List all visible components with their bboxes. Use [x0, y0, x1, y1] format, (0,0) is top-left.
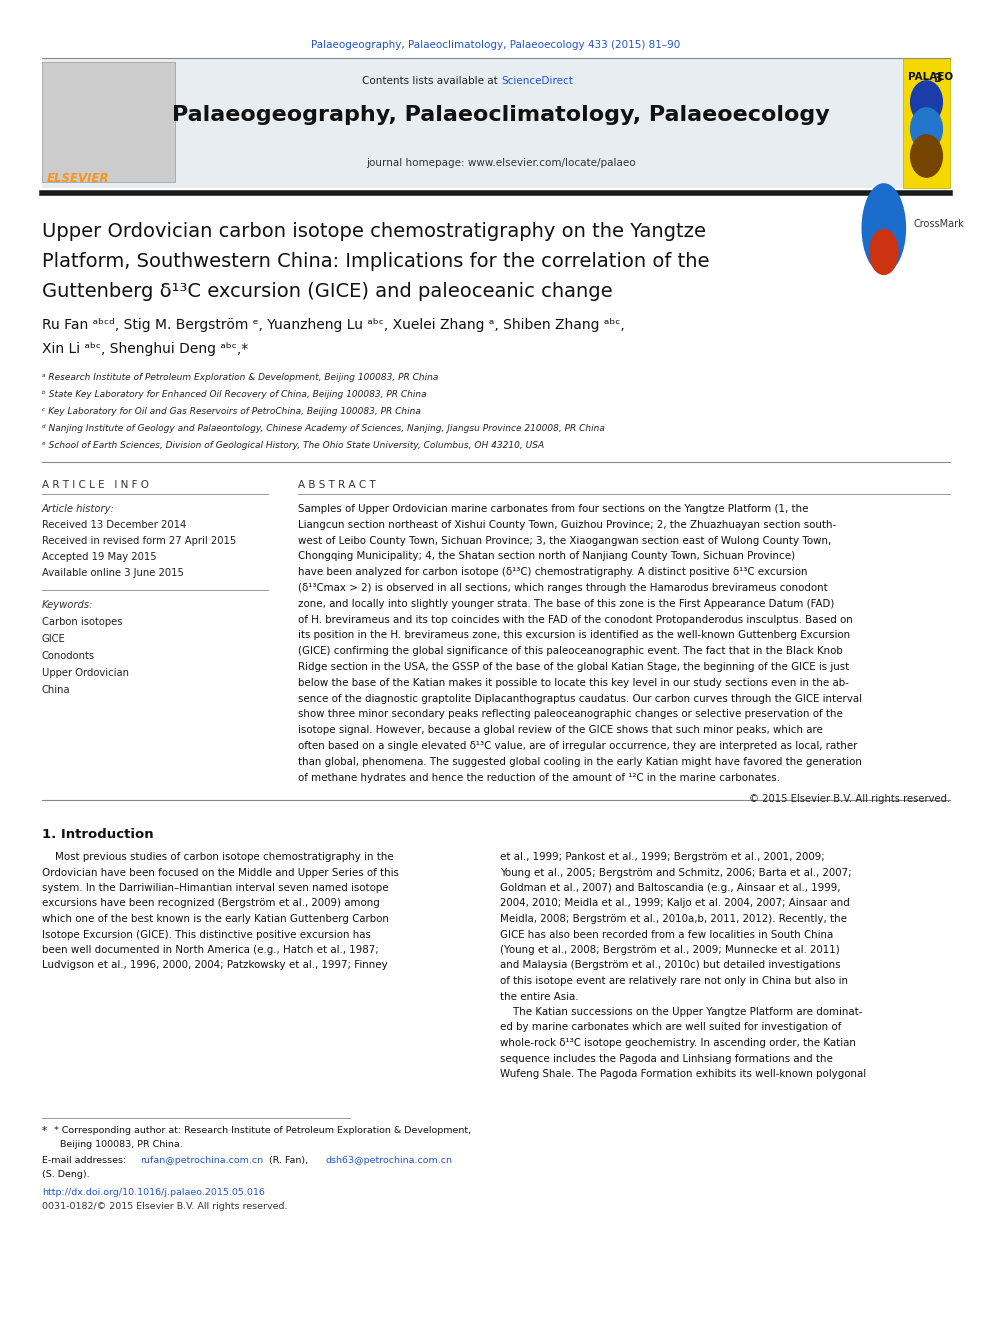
- Text: and Malaysia (Bergström et al., 2010c) but detailed investigations: and Malaysia (Bergström et al., 2010c) b…: [500, 960, 840, 971]
- Text: Guttenberg δ¹³C excursion (GICE) and paleoceanic change: Guttenberg δ¹³C excursion (GICE) and pal…: [42, 282, 613, 302]
- Text: sence of the diagnostic graptolite Diplacanthograptus caudatus. Our carbon curve: sence of the diagnostic graptolite Dipla…: [298, 693, 862, 704]
- Text: west of Leibo County Town, Sichuan Province; 3, the Xiaogangwan section east of : west of Leibo County Town, Sichuan Provi…: [298, 536, 831, 545]
- Text: Ludvigson et al., 1996, 2000, 2004; Patzkowsky et al., 1997; Finney: Ludvigson et al., 1996, 2000, 2004; Patz…: [42, 960, 388, 971]
- Text: Ridge section in the USA, the GSSP of the base of the global Katian Stage, the b: Ridge section in the USA, the GSSP of th…: [298, 662, 849, 672]
- Text: E-mail addresses:: E-mail addresses:: [42, 1156, 129, 1166]
- Text: *: *: [42, 1126, 48, 1136]
- Text: isotope signal. However, because a global review of the GICE shows that such min: isotope signal. However, because a globa…: [298, 725, 823, 736]
- Text: * Corresponding author at: Research Institute of Petroleum Exploration & Develop: * Corresponding author at: Research Inst…: [54, 1126, 471, 1135]
- Circle shape: [911, 108, 942, 151]
- Text: Received 13 December 2014: Received 13 December 2014: [42, 520, 186, 531]
- Text: Beijing 100083, PR China.: Beijing 100083, PR China.: [54, 1140, 183, 1148]
- Circle shape: [911, 81, 942, 123]
- Text: ᵈ Nanjing Institute of Geology and Palaeontology, Chinese Academy of Sciences, N: ᵈ Nanjing Institute of Geology and Palae…: [42, 423, 605, 433]
- Text: journal homepage: www.elsevier.com/locate/palaeo: journal homepage: www.elsevier.com/locat…: [366, 157, 636, 168]
- Text: excursions have been recognized (Bergström et al., 2009) among: excursions have been recognized (Bergstr…: [42, 898, 380, 909]
- Text: than global, phenomena. The suggested global cooling in the early Katian might h: than global, phenomena. The suggested gl…: [298, 757, 862, 767]
- Text: Upper Ordovician carbon isotope chemostratigraphy on the Yangtze: Upper Ordovician carbon isotope chemostr…: [42, 222, 706, 241]
- Text: China: China: [42, 685, 70, 695]
- Text: ᵉ School of Earth Sciences, Division of Geological History, The Ohio State Unive: ᵉ School of Earth Sciences, Division of …: [42, 441, 545, 450]
- Text: often based on a single elevated δ¹³C value, are of irregular occurrence, they a: often based on a single elevated δ¹³C va…: [298, 741, 857, 751]
- Text: been well documented in North America (e.g., Hatch et al., 1987;: been well documented in North America (e…: [42, 945, 379, 955]
- Text: GICE: GICE: [42, 634, 65, 644]
- Text: 2004, 2010; Meidla et al., 1999; Kaljo et al. 2004, 2007; Ainsaar and: 2004, 2010; Meidla et al., 1999; Kaljo e…: [500, 898, 850, 909]
- Text: Contents lists available at: Contents lists available at: [362, 75, 501, 86]
- Text: ScienceDirect: ScienceDirect: [501, 75, 572, 86]
- Text: Xin Li ᵃᵇᶜ, Shenghui Deng ᵃᵇᶜ,*: Xin Li ᵃᵇᶜ, Shenghui Deng ᵃᵇᶜ,*: [42, 343, 248, 356]
- Text: A R T I C L E   I N F O: A R T I C L E I N F O: [42, 480, 149, 490]
- Text: Received in revised form 27 April 2015: Received in revised form 27 April 2015: [42, 536, 236, 546]
- Text: Palaeogeography, Palaeoclimatology, Palaeoecology: Palaeogeography, Palaeoclimatology, Pala…: [172, 105, 830, 124]
- Text: Meidla, 2008; Bergström et al., 2010a,b, 2011, 2012). Recently, the: Meidla, 2008; Bergström et al., 2010a,b,…: [500, 914, 847, 923]
- Text: of methane hydrates and hence the reduction of the amount of ¹²C in the marine c: of methane hydrates and hence the reduct…: [298, 773, 780, 783]
- Text: (GICE) confirming the global significance of this paleoceanographic event. The f: (GICE) confirming the global significanc…: [298, 646, 843, 656]
- Text: of H. brevirameus and its top coincides with the FAD of the conodont Protopander: of H. brevirameus and its top coincides …: [298, 615, 853, 624]
- Text: © 2015 Elsevier B.V. All rights reserved.: © 2015 Elsevier B.V. All rights reserved…: [749, 794, 950, 804]
- Text: which one of the best known is the early Katian Guttenberg Carbon: which one of the best known is the early…: [42, 914, 389, 923]
- Text: have been analyzed for carbon isotope (δ¹³C) chemostratigraphy. A distinct posit: have been analyzed for carbon isotope (δ…: [298, 568, 807, 577]
- Text: Ru Fan ᵃᵇᶜᵈ, Stig M. Bergström ᵉ, Yuanzheng Lu ᵃᵇᶜ, Xuelei Zhang ᵃ, Shiben Zhang: Ru Fan ᵃᵇᶜᵈ, Stig M. Bergström ᵉ, Yuanzh…: [42, 318, 625, 332]
- Bar: [903, 58, 950, 188]
- Text: system. In the Darriwilian–Himantian interval seven named isotope: system. In the Darriwilian–Himantian int…: [42, 882, 389, 893]
- Text: ᵃ Research Institute of Petroleum Exploration & Development, Beijing 100083, PR : ᵃ Research Institute of Petroleum Explor…: [42, 373, 438, 382]
- Text: The Katian successions on the Upper Yangtze Platform are dominat-: The Katian successions on the Upper Yang…: [500, 1007, 862, 1017]
- Text: Palaeogeography, Palaeoclimatology, Palaeoecology 433 (2015) 81–90: Palaeogeography, Palaeoclimatology, Pala…: [311, 40, 681, 50]
- Text: (δ¹³Cmax > 2) is observed in all sections, which ranges through the Hamarodus br: (δ¹³Cmax > 2) is observed in all section…: [298, 583, 827, 593]
- Bar: [42, 62, 175, 183]
- Text: Chongqing Municipality; 4, the Shatan section north of Nanjiang County Town, Sic: Chongqing Municipality; 4, the Shatan se…: [298, 552, 796, 561]
- Text: Wufeng Shale. The Pagoda Formation exhibits its well-known polygonal: Wufeng Shale. The Pagoda Formation exhib…: [500, 1069, 866, 1080]
- Text: Ordovician have been focused on the Middle and Upper Series of this: Ordovician have been focused on the Midd…: [42, 868, 399, 877]
- Text: below the base of the Katian makes it possible to locate this key level in our s: below the base of the Katian makes it po…: [298, 677, 849, 688]
- Text: (S. Deng).: (S. Deng).: [42, 1170, 89, 1179]
- Text: 1. Introduction: 1. Introduction: [42, 828, 154, 841]
- Text: Accepted 19 May 2015: Accepted 19 May 2015: [42, 552, 157, 562]
- Text: Article history:: Article history:: [42, 504, 115, 515]
- Text: Samples of Upper Ordovician marine carbonates from four sections on the Yangtze : Samples of Upper Ordovician marine carbo…: [298, 504, 808, 515]
- Circle shape: [911, 135, 942, 177]
- Text: the entire Asia.: the entire Asia.: [500, 991, 578, 1002]
- Text: Goldman et al., 2007) and Baltoscandia (e.g., Ainsaar et al., 1999,: Goldman et al., 2007) and Baltoscandia (…: [500, 882, 840, 893]
- Text: http://dx.doi.org/10.1016/j.palaeo.2015.05.016: http://dx.doi.org/10.1016/j.palaeo.2015.…: [42, 1188, 265, 1197]
- Text: rufan@petrochina.com.cn: rufan@petrochina.com.cn: [140, 1156, 263, 1166]
- Text: ed by marine carbonates which are well suited for investigation of: ed by marine carbonates which are well s…: [500, 1023, 841, 1032]
- Text: Liangcun section northeast of Xishui County Town, Guizhou Province; 2, the Zhuaz: Liangcun section northeast of Xishui Cou…: [298, 520, 836, 529]
- Text: Isotope Excursion (GICE). This distinctive positive excursion has: Isotope Excursion (GICE). This distincti…: [42, 930, 371, 939]
- Text: (Young et al., 2008; Bergström et al., 2009; Munnecke et al. 2011): (Young et al., 2008; Bergström et al., 2…: [500, 945, 840, 955]
- Text: dsh63@petrochina.com.cn: dsh63@petrochina.com.cn: [325, 1156, 452, 1166]
- Text: of this isotope event are relatively rare not only in China but also in: of this isotope event are relatively rar…: [500, 976, 848, 986]
- Text: Carbon isotopes: Carbon isotopes: [42, 617, 122, 627]
- Text: A B S T R A C T: A B S T R A C T: [298, 480, 376, 490]
- Text: whole-rock δ¹³C isotope geochemistry. In ascending order, the Katian: whole-rock δ¹³C isotope geochemistry. In…: [500, 1039, 856, 1048]
- Text: (R. Fan),: (R. Fan),: [266, 1156, 310, 1166]
- Ellipse shape: [869, 229, 899, 275]
- Text: ELSEVIER: ELSEVIER: [47, 172, 109, 185]
- Text: Platform, Southwestern China: Implications for the correlation of the: Platform, Southwestern China: Implicatio…: [42, 251, 709, 271]
- Text: show three minor secondary peaks reflecting paleoceanographic changes or selecti: show three minor secondary peaks reflect…: [298, 709, 843, 720]
- Text: sequence includes the Pagoda and Linhsiang formations and the: sequence includes the Pagoda and Linhsia…: [500, 1053, 833, 1064]
- Text: Upper Ordovician: Upper Ordovician: [42, 668, 129, 677]
- Text: 0031-0182/© 2015 Elsevier B.V. All rights reserved.: 0031-0182/© 2015 Elsevier B.V. All right…: [42, 1203, 288, 1211]
- Text: Young et al., 2005; Bergström and Schmitz, 2006; Barta et al., 2007;: Young et al., 2005; Bergström and Schmit…: [500, 868, 851, 877]
- Text: GICE has also been recorded from a few localities in South China: GICE has also been recorded from a few l…: [500, 930, 833, 939]
- Bar: [42, 58, 903, 188]
- Text: et al., 1999; Pankost et al., 1999; Bergström et al., 2001, 2009;: et al., 1999; Pankost et al., 1999; Berg…: [500, 852, 824, 863]
- Text: zone, and locally into slightly younger strata. The base of this zone is the Fir: zone, and locally into slightly younger …: [298, 599, 834, 609]
- Text: ᶜ Key Laboratory for Oil and Gas Reservoirs of PetroChina, Beijing 100083, PR Ch: ᶜ Key Laboratory for Oil and Gas Reservo…: [42, 407, 421, 415]
- Text: Keywords:: Keywords:: [42, 601, 93, 610]
- Text: ᵇ State Key Laboratory for Enhanced Oil Recovery of China, Beijing 100083, PR Ch: ᵇ State Key Laboratory for Enhanced Oil …: [42, 390, 427, 400]
- Ellipse shape: [861, 183, 906, 273]
- Text: Available online 3 June 2015: Available online 3 June 2015: [42, 568, 184, 578]
- Text: Most previous studies of carbon isotope chemostratigraphy in the: Most previous studies of carbon isotope …: [42, 852, 394, 863]
- Text: Conodonts: Conodonts: [42, 651, 95, 662]
- Text: its position in the H. brevirameus zone, this excursion is identified as the wel: its position in the H. brevirameus zone,…: [298, 630, 850, 640]
- Text: CrossMark: CrossMark: [914, 220, 964, 229]
- Text: PALAEO: PALAEO: [908, 71, 953, 82]
- Text: 3: 3: [933, 71, 942, 85]
